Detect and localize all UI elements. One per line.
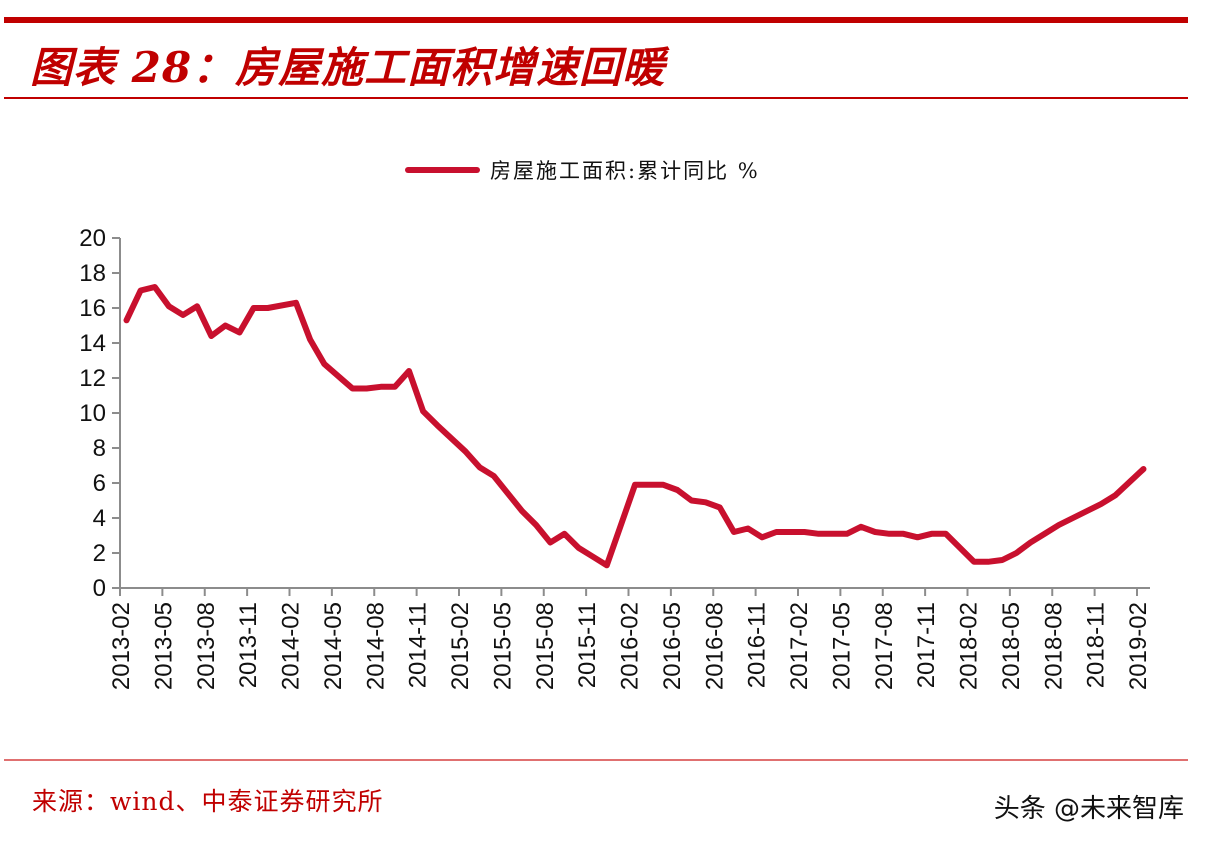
- x-tick-label: 2014-05: [320, 602, 347, 690]
- x-tick-label: 2016-02: [617, 602, 644, 690]
- y-tick-label: 8: [93, 435, 106, 462]
- y-tick-label: 6: [93, 470, 106, 497]
- x-tick-label: 2017-08: [871, 602, 898, 690]
- legend-line-swatch-icon: [405, 167, 480, 173]
- x-tick-label: 2015-02: [447, 602, 474, 690]
- y-tick-label: 12: [79, 365, 106, 392]
- x-tick-label: 2017-02: [786, 602, 813, 690]
- y-tick-label: 18: [79, 260, 106, 287]
- x-tick-label: 2014-02: [278, 602, 305, 690]
- x-tick-label: 2018-11: [1083, 602, 1110, 688]
- series-line: [123, 284, 1147, 569]
- x-tick-label: 2013-05: [150, 602, 177, 690]
- x-tick-label: 2016-08: [701, 602, 728, 690]
- source-note: 来源：wind、中泰证券研究所: [32, 787, 384, 816]
- x-tick-label: 2018-02: [956, 602, 983, 690]
- title-divider: [4, 97, 1188, 99]
- y-tick-label: 10: [79, 400, 106, 427]
- x-tick-label: 2013-11: [235, 602, 262, 688]
- x-tick-label: 2015-11: [574, 602, 601, 688]
- footer-divider: [4, 759, 1188, 761]
- y-tick-label: 4: [93, 505, 106, 532]
- y-tick-label: 2: [93, 540, 106, 567]
- x-tick-label: 2014-08: [362, 602, 389, 690]
- x-tick-label: 2017-05: [828, 602, 855, 690]
- x-tick-label: 2016-05: [659, 602, 686, 690]
- x-axis: 2013-02 2013-05 2013-08 2013-11 2014-02 2014-…: [108, 587, 1152, 690]
- x-tick-label: 2015-05: [489, 602, 516, 690]
- x-tick-label: 2016-11: [744, 602, 771, 688]
- watermark: 头条 @未来智库: [993, 794, 1184, 824]
- chart-title: 图表 28：房屋施工面积增速回暖: [30, 43, 666, 92]
- header-top-bar: [4, 17, 1188, 23]
- x-tick-label: 2013-02: [108, 602, 135, 690]
- x-tick-label: 2015-08: [532, 602, 559, 690]
- legend-label: 房屋施工面积:累计同比 %: [490, 159, 760, 183]
- x-tick-label: 2018-08: [1040, 602, 1067, 690]
- y-tick-label: 16: [79, 295, 106, 322]
- x-tick-label: 2018-05: [998, 602, 1025, 690]
- x-tick-label: 2014-11: [405, 602, 432, 688]
- y-tick-label: 14: [79, 330, 106, 357]
- y-tick-label: 0: [93, 575, 106, 602]
- x-tick-label: 2013-08: [193, 602, 220, 690]
- y-tick-label: 20: [79, 225, 106, 252]
- chart-legend: 房屋施工面积:累计同比 %: [405, 155, 760, 185]
- x-tick-label: 2019-02: [1125, 602, 1152, 690]
- x-tick-label: 2017-11: [913, 602, 940, 688]
- y-axis: 0 2 4 6 8 10 12 14 16 18 20: [79, 225, 121, 602]
